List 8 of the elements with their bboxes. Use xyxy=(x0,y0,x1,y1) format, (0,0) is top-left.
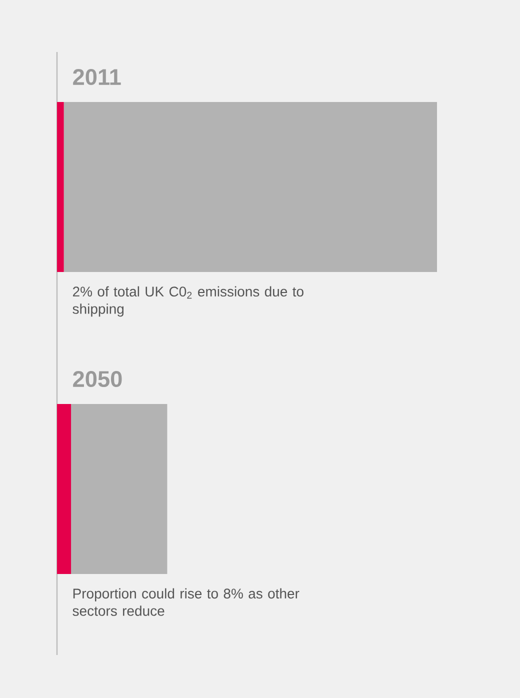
y-tick-label: 2050 xyxy=(73,370,122,388)
bar xyxy=(64,102,438,272)
bar xyxy=(71,404,168,574)
bar xyxy=(57,102,64,272)
text: 2% of total UK C0$_{2}$ emissions due to shipping xyxy=(72,286,304,317)
y-tick-label: 2011 xyxy=(73,68,121,86)
annotation: Proportion could rise to 8% as other sectors reduce xyxy=(72,588,300,616)
bar xyxy=(57,404,72,574)
